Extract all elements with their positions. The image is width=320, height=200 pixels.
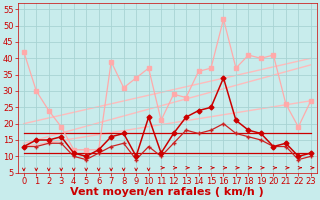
X-axis label: Vent moyen/en rafales ( km/h ): Vent moyen/en rafales ( km/h ) <box>70 187 264 197</box>
